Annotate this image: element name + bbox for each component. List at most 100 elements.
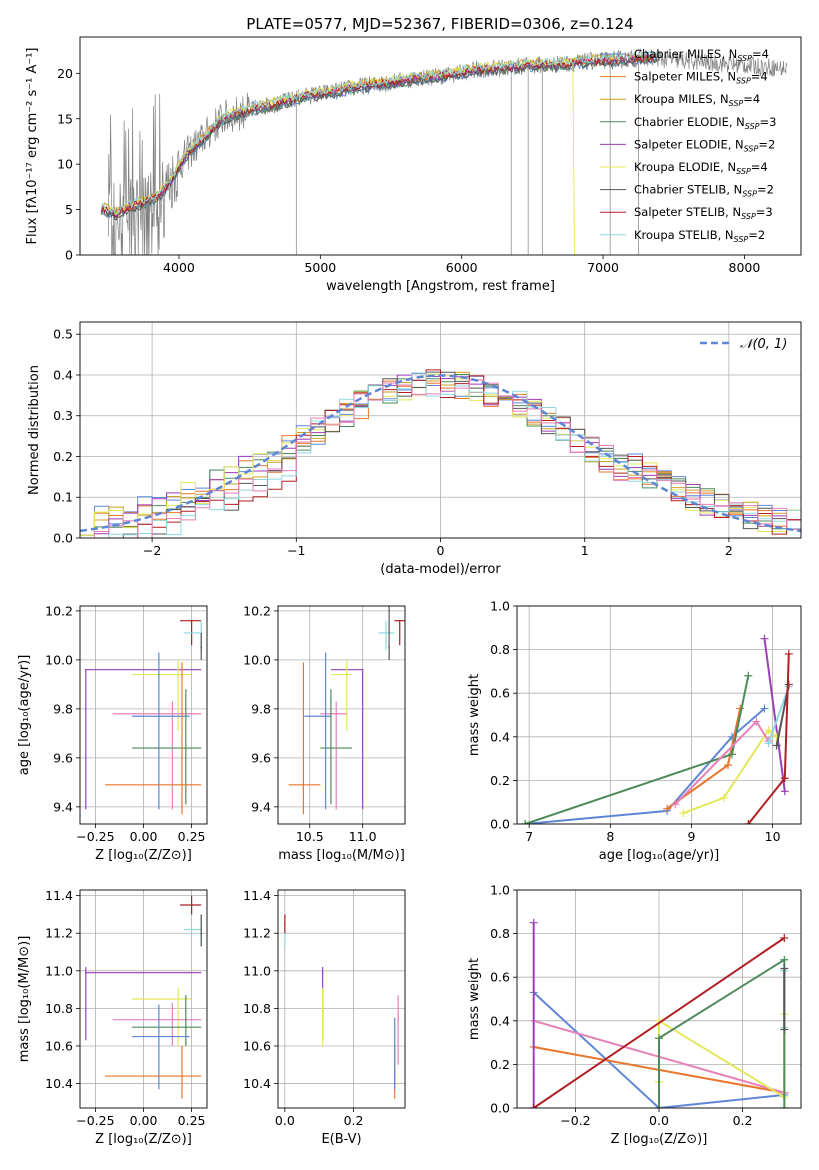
weight-line [767, 686, 790, 744]
y-tick-label: 11.4 [243, 888, 271, 903]
x-tick-label: 4000 [163, 260, 195, 275]
plot-area [84, 895, 203, 1099]
y-tick-label: 0.1 [53, 490, 73, 505]
y-axis-label: age [log₁₀(age/yr)] [17, 655, 32, 776]
plot-area [84, 619, 203, 815]
x-axis-label: mass [log₁₀(M/M⊙)] [278, 848, 405, 863]
x-axis-label: Z [log₁₀(Z/Z⊙)] [95, 1132, 192, 1147]
y-axis-label: Normed distribution [27, 365, 42, 495]
weight-marker [780, 774, 789, 783]
legend-label: Salpeter MILES, NSSP=4 [634, 70, 768, 86]
mass-weight-vs-metallicity-panel: −0.2 0.0 0.2 0.0 0.2 0.4 0.6 0.8 1.0 Z [log₁₀(Z/Z… [467, 883, 802, 1147]
mass-weight-vs-age-panel: 7 8 9 10 0.0 0.2 0.4 0.6 0.8 1.0 age [log₁₀(age/yr… [467, 599, 802, 863]
y-tick-label: 10.2 [243, 603, 271, 618]
y-tick-label: 10 [57, 157, 73, 172]
y-tick-label: 10.8 [243, 1001, 271, 1016]
y-tick-label: 0.6 [490, 686, 510, 701]
y-tick-label: 0.5 [53, 327, 73, 342]
y-tick-label: 10.0 [243, 652, 271, 667]
axes-frame [79, 889, 208, 1109]
y-tick-label: 0.4 [490, 729, 510, 744]
weight-marker [760, 704, 769, 713]
y-tick-label: 9.8 [251, 701, 271, 716]
x-tick-label: 8000 [729, 260, 761, 275]
data-point [324, 715, 327, 718]
x-tick-label: 1 [581, 543, 589, 558]
age-vs-metallicity-panel: −0.25 0.00 0.25 9.4 9.6 9.8 10.0 10.2 Z [log₁₀(Z… [17, 603, 208, 863]
y-tick-label: 0.2 [490, 773, 510, 788]
y-tick-label: 0.6 [490, 970, 510, 985]
data-point [190, 904, 193, 906]
y-tick-label: 11.0 [45, 963, 73, 978]
y-tick-label: 9.6 [251, 750, 271, 765]
x-tick-label: 5000 [304, 260, 336, 275]
weight-line [763, 638, 786, 792]
x-tick-label: 10 [765, 829, 781, 844]
x-tick-label: 0.00 [130, 829, 158, 844]
legend-label: Kroupa STELIB, NSSP=2 [634, 228, 765, 244]
weight-marker [760, 634, 769, 643]
weight-marker [780, 787, 789, 796]
y-tick-label: 9.6 [53, 750, 73, 765]
legend-label: Kroupa MILES, NSSP=4 [634, 92, 760, 108]
plot-area [288, 606, 405, 815]
data-point [158, 715, 160, 718]
x-tick-label: −0.2 [560, 1113, 590, 1128]
y-tick-label: 1.0 [490, 883, 510, 898]
legend-label: Chabrier MILES, NSSP=4 [634, 47, 769, 63]
data-point [330, 747, 332, 749]
data-point [345, 673, 348, 676]
y-tick-label: 11.2 [243, 926, 271, 941]
y-tick-label: 0.2 [490, 1057, 510, 1072]
plot-area [100, 48, 788, 255]
y-tick-label: 10.2 [45, 603, 73, 618]
data-point [200, 932, 203, 935]
axes-frame [79, 321, 802, 539]
y-tick-label: 0.4 [490, 1013, 510, 1028]
gaussian-curve [80, 374, 801, 533]
legend-label: 𝒩(0, 1) [740, 337, 787, 352]
x-tick-label: −2 [143, 543, 161, 558]
legend-label: Chabrier ELODIE, NSSP=3 [634, 115, 776, 131]
x-tick-label: 0.0 [649, 1113, 669, 1128]
weight-marker [521, 820, 530, 824]
model-spectrum-chabrier-stelib [100, 55, 660, 220]
weight-line [525, 707, 766, 824]
data-point [397, 1018, 399, 1021]
weight-line [666, 708, 742, 810]
weight-line [658, 957, 786, 1108]
y-tick-label: 10.6 [243, 1038, 271, 1053]
data-point [84, 668, 87, 671]
weight-marker [744, 820, 753, 824]
axes-frame [516, 605, 802, 825]
y-tick-label: 9.4 [251, 799, 271, 814]
y-tick-label: 10.6 [45, 1038, 73, 1053]
y-tick-label: 0.3 [53, 408, 73, 423]
x-tick-label: 10.5 [296, 829, 324, 844]
mass-vs-metallicity-panel: −0.25 0.00 0.25 10.4 10.6 10.8 11.0 11.2 11.4 Z [… [17, 888, 208, 1147]
x-tick-label: 11.0 [349, 829, 377, 844]
data-point [321, 971, 324, 974]
data-point [361, 668, 364, 671]
residuals-panel: −2 −1 0 1 2 0.0 0.1 0.2 0.3 0.4 0.5 (data-model)/er… [27, 321, 802, 577]
x-tick-label: 7 [525, 829, 533, 844]
data-point [190, 619, 193, 622]
x-tick-label: 2 [725, 543, 733, 558]
weight-line [533, 937, 785, 1108]
x-axis-label: E(B-V) [321, 1132, 361, 1147]
y-tick-label: 0.4 [53, 367, 73, 382]
y-axis-label: Flux [fλ10⁻¹⁷ erg cm⁻² s⁻¹ A⁻¹] [25, 48, 40, 245]
y-tick-label: 11.0 [243, 963, 271, 978]
data-point [335, 712, 338, 715]
x-tick-label: 8 [606, 829, 614, 844]
y-tick-label: 5 [65, 202, 73, 217]
y-tick-label: 11.2 [45, 926, 73, 941]
legend-label: Salpeter STELIB, NSSP=3 [634, 205, 773, 221]
x-tick-label: 7000 [587, 260, 619, 275]
weight-marker [752, 717, 761, 726]
y-tick-label: 9.4 [53, 799, 73, 814]
x-tick-label: 0.2 [733, 1113, 753, 1128]
y-tick-label: 10.8 [45, 1001, 73, 1016]
x-axis-label: age [log₁₀(age/yr)] [599, 848, 720, 863]
